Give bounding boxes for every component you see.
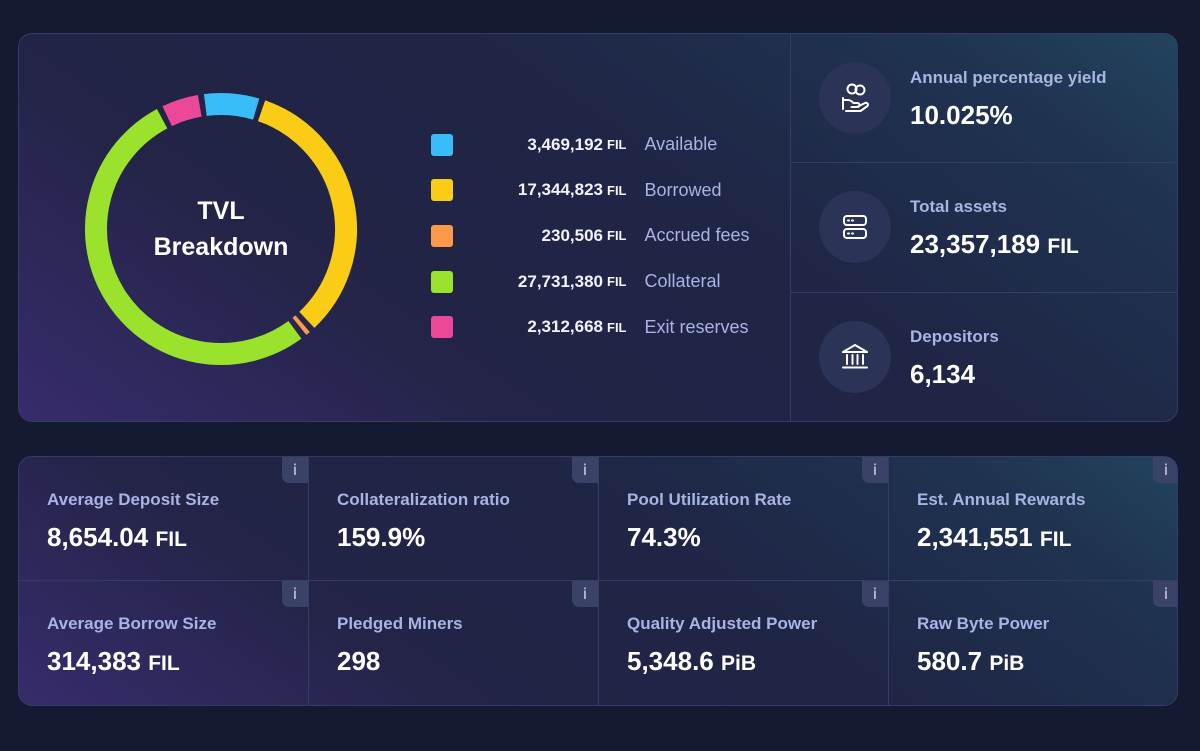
donut-segment-collateral — [85, 109, 302, 365]
stat-label: Depositors — [910, 326, 999, 346]
metric-label: Collateralization ratio — [337, 490, 510, 509]
legend-unit: FIL — [607, 319, 627, 335]
metric-raw-byte-power: i Raw Byte Power 580.7 PiB — [889, 581, 1177, 705]
metric-unit: PiB — [720, 652, 756, 675]
hand-coins-icon — [819, 62, 891, 134]
donut-segment-accrued-fees — [292, 315, 310, 335]
info-button[interactable]: i — [862, 457, 888, 483]
metrics-grid: i Average Deposit Size 8,654.04 FIL i Co… — [19, 457, 1177, 705]
metric-value: 580.7 PiB — [917, 646, 1024, 677]
info-button[interactable]: i — [1153, 581, 1177, 607]
metric-pool-utilization-rate: i Pool Utilization Rate 74.3% — [599, 457, 889, 581]
tvl-overview-panel: TVL Breakdown 3,469,192 FIL Available 17… — [18, 33, 1178, 422]
stat-unit: FIL — [1047, 235, 1079, 259]
info-button[interactable]: i — [862, 581, 888, 607]
donut-svg — [85, 93, 357, 365]
legend-item-collateral: 27,731,380 FIL Collateral — [431, 259, 791, 305]
metric-label: Pledged Miners — [337, 614, 463, 633]
metric-value: 314,383 FIL — [47, 646, 180, 677]
metric-value: 298 — [337, 646, 380, 677]
legend-unit: FIL — [607, 137, 627, 153]
key-stats: Annual percentage yield 10.025% Total as… — [790, 34, 1177, 421]
metric-number: 5,348.6 — [627, 646, 714, 676]
donut-segment-available — [203, 93, 260, 120]
info-button[interactable]: i — [572, 457, 598, 483]
stat-number: 23,357,189 — [910, 229, 1041, 260]
info-button[interactable]: i — [1153, 457, 1177, 483]
legend-value: 230,506 — [541, 225, 603, 245]
donut-segment-borrowed — [257, 100, 357, 328]
donut-segment-exit-reserves — [162, 94, 202, 127]
metric-value: 2,341,551 FIL — [917, 522, 1071, 553]
legend-swatch — [431, 179, 453, 202]
tvl-donut-chart: TVL Breakdown — [83, 91, 359, 367]
legend-item-accrued-fees: 230,506 FIL Accrued fees — [431, 213, 791, 259]
metric-value: 8,654.04 FIL — [47, 522, 187, 553]
legend-item-borrowed: 17,344,823 FIL Borrowed — [431, 168, 791, 214]
metric-pledged-miners: i Pledged Miners 298 — [309, 581, 599, 705]
pool-metrics-panel: i Average Deposit Size 8,654.04 FIL i Co… — [18, 456, 1178, 706]
stat-value: 6,134 — [910, 359, 975, 390]
stat-value: 23,357,189 FIL — [910, 229, 1079, 260]
metric-est-annual-rewards: i Est. Annual Rewards 2,341,551 FIL — [889, 457, 1177, 581]
metric-label: Average Deposit Size — [47, 490, 220, 509]
stat-value: 10.025% — [910, 100, 1013, 131]
legend-label: Accrued fees — [644, 225, 750, 246]
metric-number: 2,341,551 — [917, 522, 1033, 552]
legend-swatch — [431, 316, 453, 339]
stat-number: 10.025% — [910, 100, 1013, 130]
metric-collateralization-ratio: i Collateralization ratio 159.9% — [309, 457, 599, 581]
legend-label: Borrowed — [644, 179, 722, 200]
stat-label: Total assets — [910, 197, 1008, 217]
stat-total-assets: Total assets 23,357,189 FIL — [791, 163, 1177, 293]
legend-swatch — [431, 270, 453, 293]
stat-label: Annual percentage yield — [910, 68, 1107, 87]
legend-swatch — [431, 133, 453, 156]
stat-number: 6,134 — [910, 358, 976, 389]
metric-value: 5,348.6 PiB — [627, 646, 756, 677]
metric-quality-adjusted-power: i Quality Adjusted Power 5,348.6 PiB — [599, 581, 889, 705]
stat-depositors: Depositors 6,134 — [791, 293, 1177, 421]
info-button[interactable]: i — [282, 457, 308, 483]
database-icon — [819, 191, 891, 264]
legend-value: 17,344,823 — [517, 180, 603, 200]
metric-average-deposit-size: i Average Deposit Size 8,654.04 FIL — [19, 457, 309, 581]
metric-number: 159.9% — [337, 522, 426, 552]
info-button[interactable]: i — [282, 581, 308, 607]
tvl-legend: 3,469,192 FIL Available 17,344,823 FIL B… — [431, 122, 791, 350]
metric-number: 298 — [337, 646, 381, 676]
legend-label: Available — [644, 134, 718, 155]
legend-value: 27,731,380 — [517, 271, 603, 291]
legend-label: Exit reserves — [644, 316, 749, 337]
info-button[interactable]: i — [572, 581, 598, 607]
metric-number: 580.7 — [917, 646, 983, 676]
metric-average-borrow-size: i Average Borrow Size 314,383 FIL — [19, 581, 309, 705]
legend-unit: FIL — [607, 274, 627, 290]
metric-number: 314,383 — [47, 646, 141, 676]
legend-swatch — [431, 224, 453, 247]
metric-value: 159.9% — [337, 522, 425, 553]
metric-label: Raw Byte Power — [917, 614, 1050, 633]
metric-label: Average Borrow Size — [47, 614, 217, 633]
metric-number: 74.3% — [627, 522, 701, 552]
bank-icon — [819, 320, 891, 393]
legend-item-exit-reserves: 2,312,668 FIL Exit reserves — [431, 304, 791, 350]
metric-unit: FIL — [155, 528, 187, 551]
legend-item-available: 3,469,192 FIL Available — [431, 122, 791, 168]
legend-value: 2,312,668 — [527, 317, 603, 337]
metric-unit: PiB — [989, 652, 1025, 675]
metric-label: Est. Annual Rewards — [917, 490, 1086, 509]
donut-title: TVL Breakdown — [153, 197, 289, 261]
metric-label: Pool Utilization Rate — [627, 490, 792, 509]
metric-value: 74.3% — [627, 522, 701, 553]
legend-value: 3,469,192 — [527, 134, 603, 154]
metric-number: 8,654.04 — [47, 522, 149, 552]
metric-unit: FIL — [148, 652, 180, 675]
legend-unit: FIL — [607, 182, 627, 198]
metric-unit: FIL — [1039, 528, 1072, 551]
legend-unit: FIL — [607, 228, 627, 244]
stat-apy: Annual percentage yield 10.025% — [791, 34, 1177, 164]
metric-label: Quality Adjusted Power — [627, 614, 818, 633]
legend-label: Collateral — [644, 271, 721, 292]
